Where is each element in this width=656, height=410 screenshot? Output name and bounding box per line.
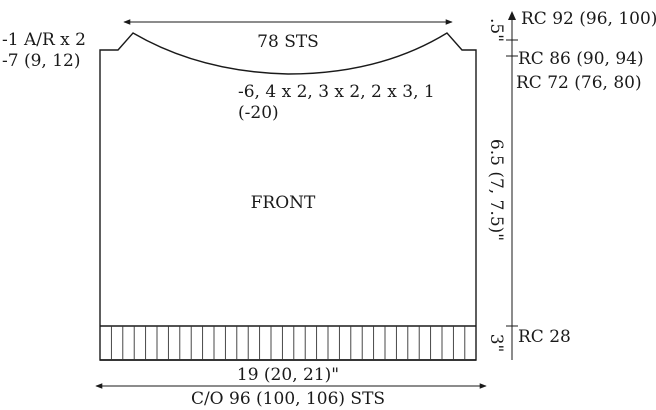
shoulder-height-label: .5" bbox=[486, 18, 506, 42]
neck-width-label: 78 STS bbox=[257, 32, 319, 52]
ribbing-band bbox=[100, 325, 476, 361]
row-count-shoulder: RC 86 (90, 94) bbox=[518, 49, 644, 69]
neck-shaping-total-label: (-20) bbox=[238, 103, 279, 123]
armhole-decrease-label: -1 A/R x 2 bbox=[2, 30, 86, 50]
body-height-label: 6.5 (7, 7.5)" bbox=[486, 139, 506, 241]
armhole-decrease-count-label: -7 (9, 12) bbox=[2, 51, 80, 71]
rib-height-label: 3" bbox=[486, 334, 506, 353]
row-count-rib: RC 28 bbox=[518, 327, 571, 347]
row-count-armhole: RC 72 (76, 80) bbox=[516, 73, 642, 93]
height-measure-arrowhead bbox=[508, 11, 516, 20]
piece-label: FRONT bbox=[251, 193, 316, 213]
front-outline bbox=[99, 32, 477, 361]
row-count-top: RC 92 (96, 100) bbox=[521, 9, 656, 29]
cast-on-label: C/O 96 (100, 106) STS bbox=[191, 389, 385, 409]
width-label: 19 (20, 21)" bbox=[237, 365, 339, 385]
neck-shaping-label: -6, 4 x 2, 3 x 2, 2 x 3, 1 bbox=[238, 82, 435, 102]
